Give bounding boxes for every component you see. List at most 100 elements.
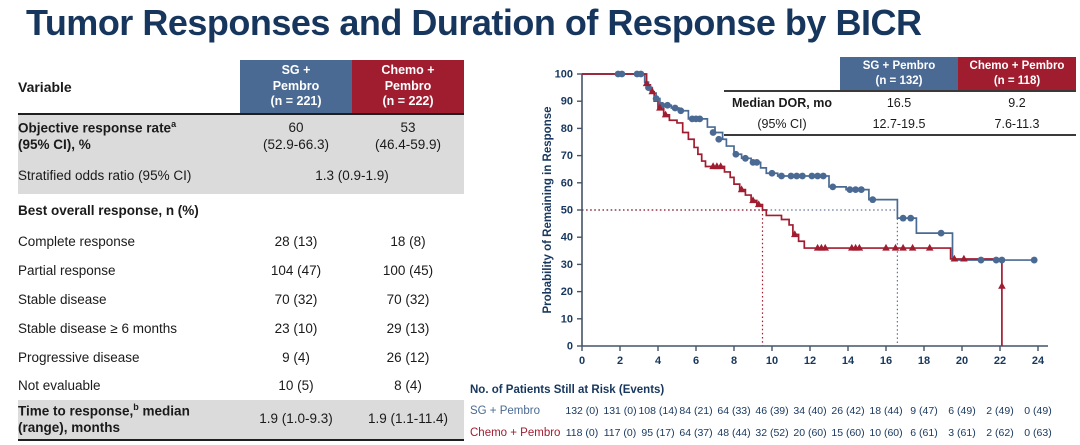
y-tick-label: 100	[555, 69, 573, 81]
row-label: Partial response	[18, 263, 116, 279]
y-tick-label: 60	[561, 177, 573, 189]
censor-mark-triangle	[648, 87, 657, 95]
x-tick-label: 14	[842, 355, 855, 367]
censor-mark-triangle	[737, 185, 746, 193]
y-tick-label: 40	[561, 232, 573, 244]
table-row-not-evaluable: Not evaluable 10 (5) 8 (4)	[18, 373, 464, 400]
table-row-time-to-response: Time to response,b median (range), months…	[18, 400, 464, 441]
censor-mark-triangle	[821, 243, 829, 251]
y-tick-label: 20	[561, 286, 573, 298]
risk-value: 117 (0)	[603, 427, 637, 439]
row-value-sg: 10 (5)	[278, 378, 314, 394]
censor-mark-triangle	[661, 110, 670, 118]
censor-mark-circle	[677, 107, 685, 115]
footnote-a: a	[171, 118, 177, 129]
y-tick-label: 0	[567, 341, 573, 353]
inset-empty-cell	[724, 57, 840, 91]
median-dor-inset-table: SG + Pembro (n = 132) Chemo + Pembro (n …	[724, 57, 1076, 136]
x-tick-label: 16	[880, 355, 892, 367]
censor-mark-circle	[618, 70, 626, 78]
km-curve-chemo	[582, 73, 1003, 346]
risk-value: 46 (39)	[755, 405, 789, 417]
censor-mark-circle	[899, 214, 907, 222]
risk-value: 0 (63)	[1024, 427, 1052, 439]
row-value-sg: 23 (10)	[274, 321, 318, 337]
censor-mark-circle	[829, 183, 837, 191]
censor-mark-circle	[793, 172, 801, 180]
table-row-partial-response: Partial response 104 (47) 100 (45)	[18, 257, 464, 286]
page-title: Tumor Responses and Duration of Response…	[26, 2, 922, 43]
inset-value-chemo: 9.2	[958, 90, 1076, 113]
row-label: Stable disease	[18, 292, 107, 308]
censor-mark-triangle	[749, 196, 757, 204]
row-value-chemo: 53 (46.4-59.9)	[352, 114, 464, 158]
row-value-chemo: 1.9 (1.1-11.4)	[352, 400, 464, 441]
row-value-chemo: 18 (8)	[390, 234, 426, 250]
risk-value: 6 (49)	[948, 405, 976, 417]
censor-mark-triangle	[925, 243, 934, 251]
censor-mark-circle	[799, 172, 806, 180]
risk-row-chemo: Chemo + Pembro 118 (0) 117 (0) 95 (17) 64 (…	[466, 427, 1080, 443]
censor-mark-triangle	[642, 79, 651, 87]
x-tick-label: 6	[693, 355, 699, 367]
table-row-stable-disease: Stable disease 70 (32) 70 (32)	[18, 286, 464, 315]
censor-mark-circle	[992, 256, 1000, 264]
row-label: Time to response,b median (range), months	[18, 400, 240, 441]
risk-value: 3 (61)	[948, 427, 976, 439]
censor-mark-triangle	[998, 281, 1006, 289]
censor-mark-circle	[998, 256, 1006, 264]
risk-value: 131 (0)	[603, 405, 637, 417]
risk-value: 64 (37)	[679, 427, 713, 439]
risk-row-label-sg: SG + Pembro	[470, 405, 540, 417]
censor-mark-triangle	[882, 243, 890, 251]
row-value-sg: 28 (13)	[274, 234, 318, 250]
row-value-sg: 60 (52.9-66.3)	[240, 114, 352, 158]
risk-value: 32 (52)	[755, 427, 789, 439]
row-label: Progressive disease	[18, 350, 140, 366]
risk-value: 95 (17)	[641, 427, 675, 439]
table-row-stable-disease-6mo: Stable disease ≥ 6 months 23 (10) 29 (13…	[18, 315, 464, 344]
x-tick-label: 2	[617, 355, 623, 367]
censor-mark-circle	[732, 150, 740, 158]
risk-value: 18 (44)	[869, 405, 903, 417]
censor-mark-circle	[753, 159, 761, 166]
y-axis-title: Probability of Remaining in Response	[542, 106, 554, 313]
median-reference-line-sg	[582, 209, 898, 346]
censor-mark-circle	[778, 172, 785, 180]
censor-mark-circle	[852, 186, 859, 194]
y-tick-label: 10	[561, 313, 573, 325]
risk-value: 132 (0)	[565, 405, 599, 417]
risk-value: 108 (14)	[638, 405, 678, 417]
x-tick-label: 24	[1032, 355, 1045, 367]
row-value-chemo: 29 (13)	[386, 321, 430, 337]
median-reference-line-chemo	[582, 209, 764, 346]
row-value-sg: 9 (4)	[282, 350, 310, 366]
censor-mark-circle	[715, 135, 723, 143]
inset-value-sg: 12.7-19.5	[840, 113, 958, 136]
x-tick-label: 22	[994, 355, 1006, 367]
risk-value: 64 (33)	[717, 405, 751, 417]
censor-mark-circle	[696, 115, 704, 123]
censor-mark-circle	[907, 214, 915, 222]
censor-mark-circle	[869, 196, 877, 204]
censor-mark-triangle	[899, 243, 907, 251]
y-tick-label: 70	[561, 150, 573, 162]
y-tick-label: 50	[561, 205, 573, 217]
table-row-complete-response: Complete response 28 (13) 18 (8)	[18, 228, 464, 257]
x-tick-label: 0	[579, 355, 585, 367]
row-value-sg: 70 (32)	[274, 292, 318, 308]
y-tick-label: 90	[561, 96, 573, 108]
risk-row-sg: SG + Pembro 132 (0) 131 (0) 108 (14) 84 (21…	[466, 405, 1080, 421]
risk-value: 2 (62)	[986, 427, 1014, 439]
censor-mark-circle	[652, 95, 660, 102]
x-tick-label: 18	[918, 355, 930, 367]
censor-mark-circle	[637, 70, 645, 78]
y-tick-label: 80	[561, 123, 573, 135]
censor-mark-triangle	[908, 243, 917, 251]
inset-sg-header: SG + Pembro (n = 132)	[840, 57, 958, 91]
inset-value-chemo: 7.6-11.3	[958, 113, 1076, 136]
row-label: Objective response ratea (95% CI), %	[18, 114, 240, 158]
y-tick-label: 30	[561, 259, 573, 271]
row-value-chemo: 8 (4)	[394, 378, 422, 394]
risk-value: 15 (60)	[831, 427, 865, 439]
